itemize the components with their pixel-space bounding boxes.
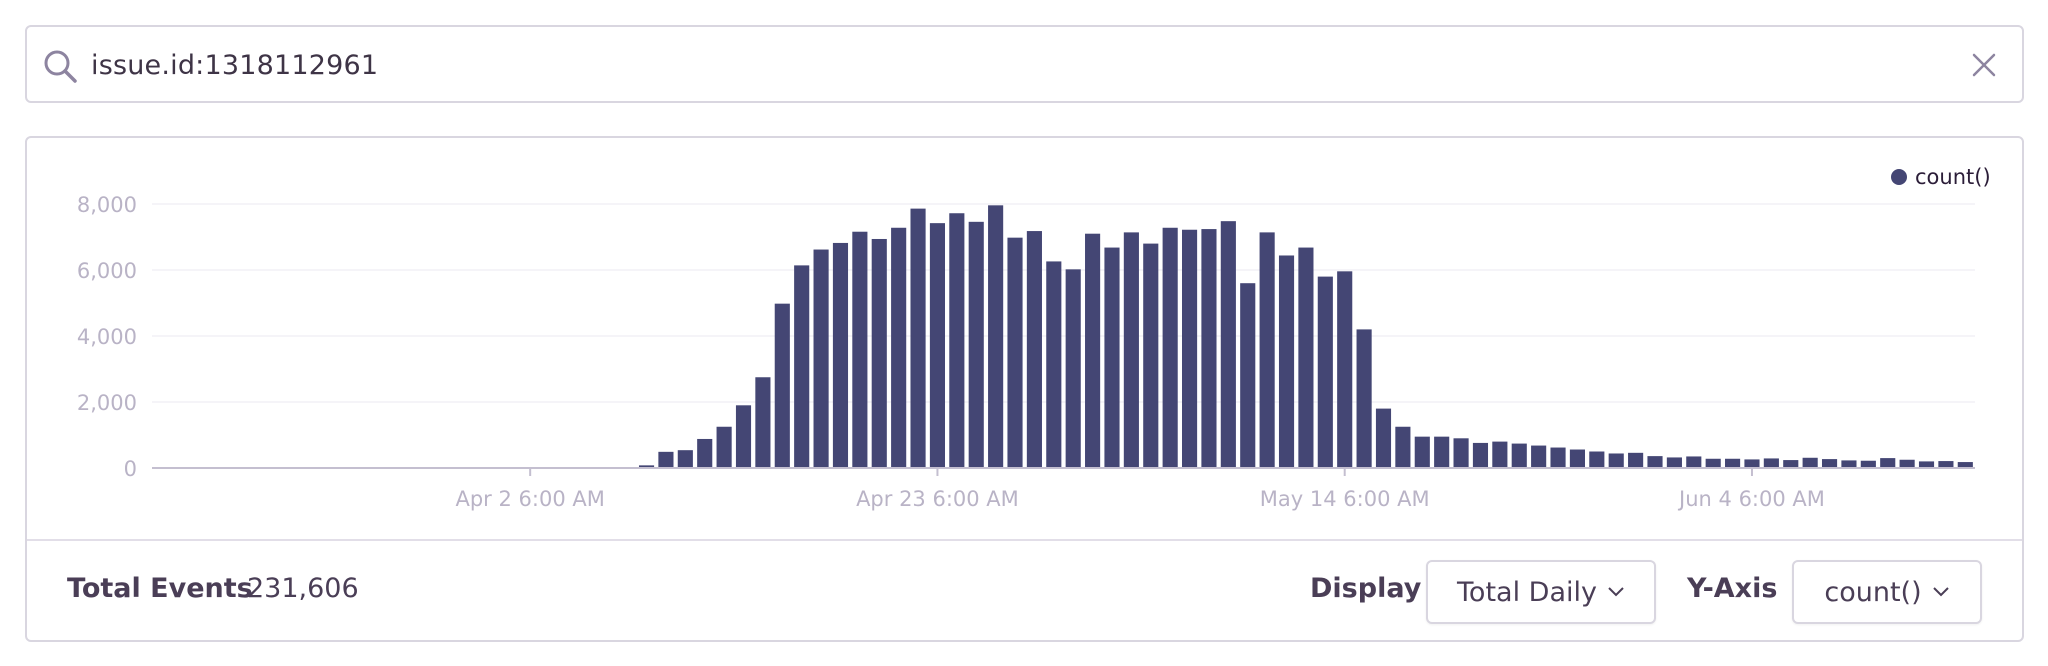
bar (1356, 329, 1372, 468)
bar (794, 265, 810, 468)
bar (968, 221, 984, 468)
bar (1860, 460, 1876, 468)
bar (871, 238, 887, 468)
bar (677, 450, 693, 468)
bar (852, 231, 868, 468)
event-graph-panel: 8,000 6,000 4,000 2,000 0 Apr 2 6:00 AM Apr 23… (25, 136, 2024, 642)
bar (1589, 451, 1605, 468)
bar (1511, 443, 1527, 468)
yaxis-dropdown[interactable]: count() (1792, 560, 1982, 624)
bar (1880, 458, 1896, 468)
total-events-label: Total Events (67, 573, 253, 604)
bar (1744, 459, 1760, 468)
chevron-down-icon (1932, 587, 1949, 597)
bar (1123, 232, 1139, 468)
bar (1938, 461, 1954, 468)
bar (755, 377, 771, 468)
bar (1918, 461, 1935, 468)
bar (1337, 271, 1353, 468)
bar (1899, 459, 1915, 468)
bar (1492, 441, 1508, 468)
bar (1628, 452, 1644, 468)
bar (1569, 449, 1585, 468)
bar (1647, 456, 1663, 468)
x-tick-label: Apr 23 6:00 AM (856, 487, 1019, 511)
bar (1841, 460, 1857, 468)
y-tick-label: 2,000 (77, 391, 137, 415)
bar (1259, 232, 1275, 468)
bar (1472, 442, 1489, 468)
bar (1608, 453, 1624, 468)
bar (1414, 436, 1430, 468)
bar (1007, 237, 1023, 468)
x-tick-label: Apr 2 6:00 AM (455, 487, 604, 511)
bar (697, 438, 713, 468)
search-icon (44, 50, 77, 83)
display-dropdown-value: Total Daily (1457, 576, 1597, 608)
y-tick-label: 4,000 (77, 325, 137, 349)
yaxis-label: Y-Axis (1687, 573, 1778, 604)
search-bar[interactable] (25, 25, 2024, 103)
bar (774, 303, 790, 468)
close-icon[interactable] (1966, 47, 2002, 83)
bar (1434, 436, 1450, 468)
bar (1375, 408, 1392, 468)
search-input[interactable] (91, 41, 1951, 89)
y-tick-label: 8,000 (77, 193, 137, 217)
bar (1220, 221, 1236, 468)
bar (813, 249, 829, 468)
bar (1317, 276, 1333, 468)
bar (658, 451, 674, 468)
bar (929, 223, 946, 468)
legend-label: count() (1915, 165, 1991, 189)
bar (1453, 438, 1469, 468)
bar (1550, 447, 1566, 468)
bar (735, 405, 752, 468)
display-dropdown[interactable]: Total Daily (1426, 560, 1656, 624)
yaxis-dropdown-value: count() (1824, 576, 1922, 608)
bar (1531, 445, 1547, 468)
chart-footer: Total Events 231,606 Display Total Daily… (27, 539, 2022, 640)
bar (1065, 269, 1081, 468)
bar (1725, 458, 1741, 468)
bar (1046, 261, 1062, 468)
y-tick-label: 6,000 (77, 259, 137, 283)
bar (1666, 457, 1682, 468)
bar (1705, 458, 1721, 468)
bar (1763, 458, 1779, 468)
bar (1298, 247, 1314, 468)
bar (1181, 229, 1198, 468)
x-tick-label: Jun 4 6:00 AM (1677, 487, 1825, 511)
bar (1085, 233, 1101, 468)
bar (1395, 426, 1411, 468)
bar (1686, 456, 1702, 468)
bar (1162, 227, 1178, 468)
legend-dot-icon (1891, 169, 1907, 185)
event-count-chart: 8,000 6,000 4,000 2,000 0 Apr 2 6:00 AM Apr 23… (77, 165, 1991, 511)
bar (910, 208, 926, 468)
bar (1026, 231, 1042, 468)
bar (1821, 459, 1838, 468)
bar (891, 227, 907, 468)
bar (1240, 283, 1256, 468)
bar (832, 242, 849, 468)
bar (1957, 462, 1973, 468)
total-events-value: 231,606 (247, 573, 359, 604)
x-tick-label: May 14 6:00 AM (1260, 487, 1430, 511)
y-tick-label: 0 (124, 457, 137, 481)
bar (1278, 255, 1295, 468)
bar (1783, 460, 1799, 468)
bar (1201, 229, 1217, 468)
bar (1104, 247, 1120, 468)
bar (716, 426, 732, 468)
bar (988, 205, 1004, 468)
bar (1802, 457, 1818, 468)
bar (1143, 243, 1159, 468)
bar (638, 465, 655, 468)
display-label: Display (1310, 573, 1422, 604)
chevron-down-icon (1608, 587, 1624, 597)
bar (949, 213, 965, 468)
